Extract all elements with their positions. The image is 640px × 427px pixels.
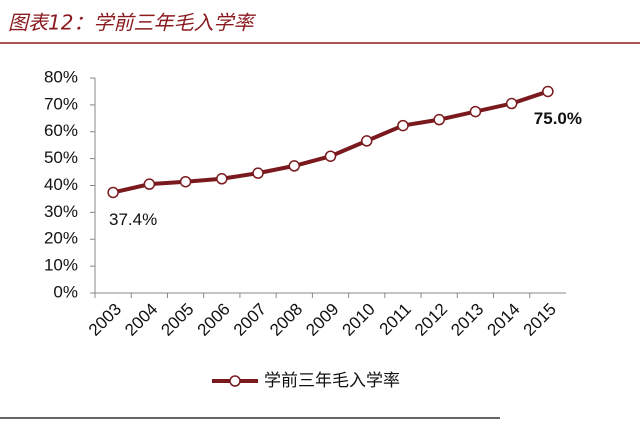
x-tick-label: 2003 [85, 300, 125, 340]
y-tick-label: 10% [44, 256, 78, 275]
data-point [216, 173, 228, 185]
data-point [324, 150, 337, 162]
x-tick-label: 2010 [339, 300, 379, 340]
data-point [469, 105, 482, 118]
data-point [288, 160, 301, 172]
data-label: 75.0% [534, 109, 582, 128]
data-point [397, 119, 409, 132]
y-tick-label: 80% [44, 67, 78, 86]
x-tick-label: 2012 [411, 300, 451, 340]
x-tick-label: 2005 [157, 300, 197, 340]
y-tick-label: 40% [44, 175, 78, 194]
y-tick-label: 70% [44, 94, 78, 113]
data-point [143, 178, 156, 190]
series-line [112, 89, 549, 195]
x-tick-label: 2011 [376, 300, 415, 339]
y-tick-label: 30% [44, 202, 78, 221]
data-label: 37.4% [109, 210, 157, 229]
legend-label: 学前三年毛入学率 [264, 371, 400, 391]
x-tick-label: 2009 [302, 300, 342, 340]
x-tick-label: 2013 [447, 300, 487, 340]
x-tick-label: 2006 [194, 300, 234, 340]
y-tick-label: 20% [44, 229, 78, 248]
chart-title: 图表12：学前三年毛入学率 [8, 11, 256, 35]
data-point [252, 167, 264, 179]
legend-marker [229, 375, 241, 387]
x-tick-label: 2015 [520, 300, 560, 340]
data-point [542, 85, 554, 98]
data-point [107, 186, 119, 199]
data-point [360, 135, 373, 147]
data-point [433, 113, 445, 126]
y-tick-label: 0% [53, 282, 78, 301]
data-point [179, 175, 192, 188]
x-tick-label: 2007 [230, 300, 270, 340]
x-tick-label: 2008 [266, 300, 306, 340]
y-tick-label: 50% [44, 148, 78, 167]
data-point [505, 97, 518, 110]
y-tick-label: 60% [44, 121, 78, 140]
x-tick-label: 2014 [483, 300, 523, 340]
x-tick-label: 2004 [121, 300, 161, 340]
